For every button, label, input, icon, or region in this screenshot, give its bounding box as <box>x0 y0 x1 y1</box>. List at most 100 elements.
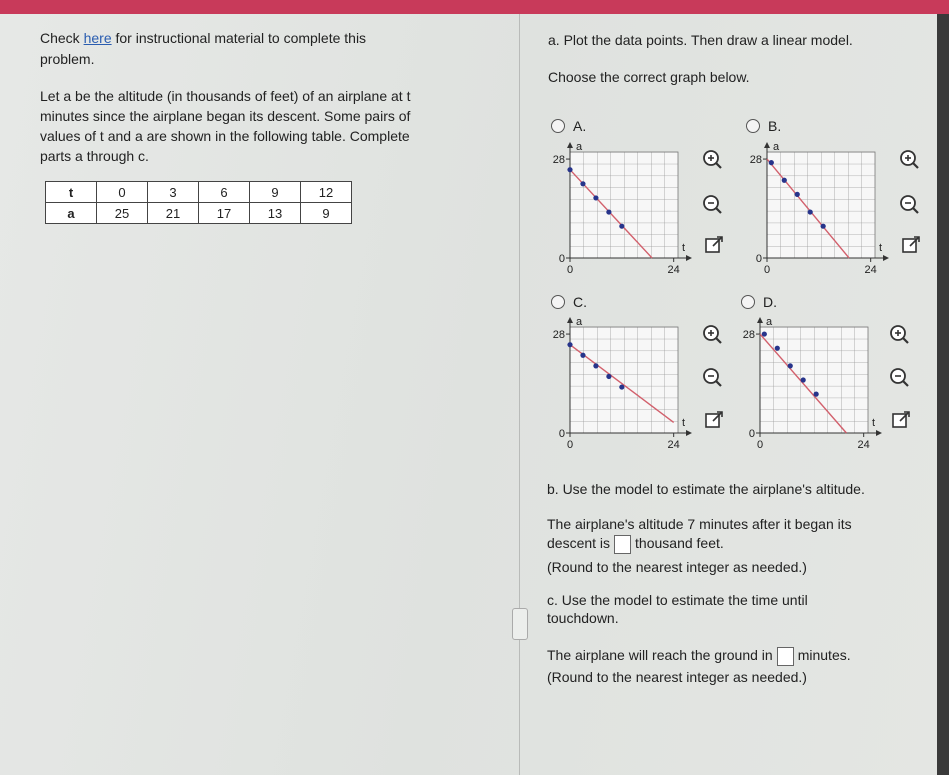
option-label: A. <box>573 118 587 134</box>
graph-svg: t a 0 24 0 28 <box>553 141 692 276</box>
table-cell: 17 <box>198 202 250 224</box>
table-cell: 0 <box>96 181 148 203</box>
question-text: descent is <box>547 535 611 552</box>
zoom-in[interactable] <box>700 148 724 172</box>
x-arrow <box>686 255 692 261</box>
radio-button[interactable] <box>551 295 565 309</box>
question-text: The airplane's altitude 7 minutes after … <box>547 516 852 532</box>
y-arrow <box>757 317 763 323</box>
table-cell: 13 <box>249 202 301 224</box>
data-point <box>774 345 780 351</box>
x-tick-label: 24 <box>668 264 680 276</box>
intro-text: Check <box>40 30 80 46</box>
prompt: Choose the correct graph below. <box>548 69 750 85</box>
grid <box>759 326 869 434</box>
data-point <box>787 363 793 369</box>
x-axis-label: t <box>872 417 875 429</box>
part-title: a. Plot the data points. Then draw a lin… <box>548 32 853 48</box>
data-point <box>820 223 826 229</box>
graph-option: t a 0 24 0 28 <box>548 140 708 280</box>
radio-button[interactable] <box>741 295 755 309</box>
part-title: c. Use the model to estimate the time un… <box>547 592 808 608</box>
zoom-out[interactable] <box>700 193 724 217</box>
radio-button[interactable] <box>746 119 760 133</box>
problem-text: values of t and a are shown in the follo… <box>40 128 410 144</box>
data-point <box>619 223 625 229</box>
table-cell: 25 <box>96 202 148 224</box>
table-cell: 9 <box>300 202 352 224</box>
graph-svg: t a 0 24 0 28 <box>750 141 889 276</box>
graph-svg: t a 0 24 0 28 <box>743 316 882 451</box>
table-cell: 9 <box>249 181 301 203</box>
x-tick-label: 0 <box>567 439 573 451</box>
pop-out[interactable] <box>702 408 726 432</box>
data-point <box>800 377 806 383</box>
y-tick-label: 28 <box>553 329 565 341</box>
x-arrow <box>686 430 692 436</box>
x-axis-label: t <box>682 417 685 429</box>
part-title: b. Use the model to estimate the airplan… <box>547 481 865 497</box>
x-axis-label: t <box>682 242 685 254</box>
zoom-in[interactable] <box>887 323 911 347</box>
table-cell: 12 <box>300 181 352 203</box>
data-point <box>580 352 586 358</box>
option-label: D. <box>763 294 777 310</box>
help-link[interactable]: here <box>83 30 112 46</box>
zoom-out[interactable] <box>700 366 724 390</box>
option-label: C. <box>573 294 587 310</box>
zoom-in[interactable] <box>897 148 921 172</box>
radio-button[interactable] <box>551 119 565 133</box>
zoom-in[interactable] <box>700 323 724 347</box>
y-tick-label: 28 <box>553 154 565 166</box>
x-arrow <box>883 255 889 261</box>
resize-handle[interactable] <box>512 608 528 640</box>
graph-option: t a 0 24 0 28 <box>548 315 708 455</box>
question-text: minutes. <box>797 647 851 664</box>
zoom-out[interactable] <box>897 193 921 217</box>
intro-text: for instructional material to complete t… <box>115 30 367 46</box>
answer-input[interactable] <box>614 535 632 554</box>
intro: Check here for instructional material to… <box>40 30 366 46</box>
y-axis-label: a <box>576 316 583 328</box>
question-text: The airplane will reach the ground in <box>547 647 773 664</box>
y-tick-label: 0 <box>756 253 762 265</box>
question-text: descent is thousand feet. <box>547 535 724 554</box>
x-tick-label: 0 <box>757 439 763 451</box>
grid <box>766 151 876 259</box>
data-point <box>567 167 573 173</box>
graph-option: t a 0 24 0 28 <box>738 315 898 455</box>
graph-svg: t a 0 24 0 28 <box>553 316 692 451</box>
model-line <box>766 158 850 259</box>
pop-out[interactable] <box>889 408 913 432</box>
data-point <box>768 160 774 166</box>
table-cell: 3 <box>147 181 199 203</box>
data-point <box>606 209 612 215</box>
x-arrow <box>876 430 882 436</box>
problem-text: parts a through c. <box>40 148 149 164</box>
data-point <box>593 195 599 201</box>
y-arrow <box>764 142 770 148</box>
divider <box>519 14 520 775</box>
question-text: The airplane will reach the ground in min… <box>547 647 851 666</box>
graph-option: t a 0 24 0 28 <box>745 140 905 280</box>
table-cell: t <box>45 181 97 203</box>
data-point <box>781 177 787 183</box>
x-tick-label: 0 <box>764 264 770 276</box>
answer-input[interactable] <box>776 647 794 666</box>
pop-out[interactable] <box>702 233 726 257</box>
y-axis-label: a <box>773 141 780 153</box>
pop-out[interactable] <box>899 233 923 257</box>
model-line <box>569 344 675 423</box>
data-point <box>606 373 612 380</box>
zoom-out[interactable] <box>887 366 911 390</box>
note: (Round to the nearest integer as needed.… <box>547 559 807 575</box>
top-bar <box>0 0 949 14</box>
table-cell: 21 <box>147 202 199 224</box>
x-tick-label: 24 <box>668 439 680 451</box>
y-tick-label: 0 <box>559 428 565 440</box>
data-point <box>593 363 599 369</box>
part-title: touchdown. <box>547 610 619 626</box>
y-axis-label: a <box>766 316 773 328</box>
y-tick-label: 28 <box>750 154 762 166</box>
